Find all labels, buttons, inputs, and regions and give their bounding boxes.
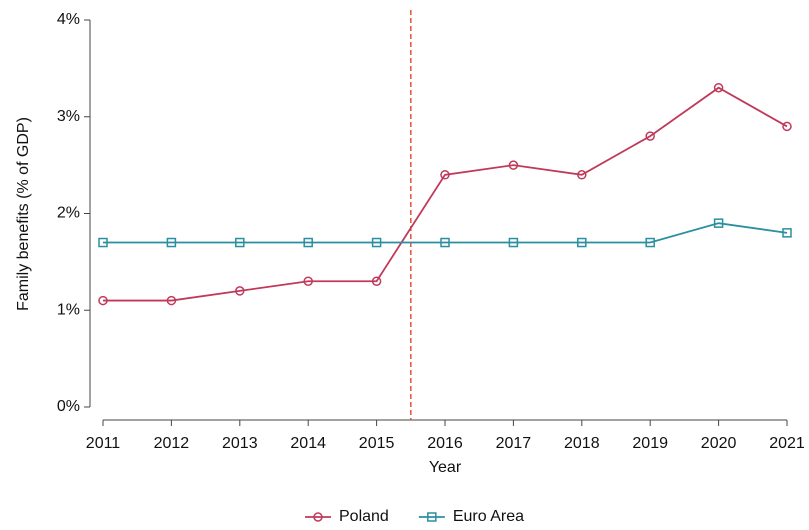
- legend-label: Poland: [339, 508, 389, 525]
- x-axis-label: Year: [429, 459, 462, 476]
- marker: [235, 286, 245, 296]
- marker: [303, 237, 313, 248]
- marker: [98, 295, 108, 306]
- x-tick-label: 2011: [86, 435, 121, 452]
- x-tick-label: 2018: [564, 435, 600, 452]
- marker: [98, 237, 108, 248]
- series-line: [103, 86, 788, 302]
- series-line: [103, 222, 788, 244]
- marker: [235, 237, 245, 248]
- marker: [645, 131, 655, 141]
- marker: [508, 160, 519, 170]
- y-tick-label: 0%: [57, 398, 80, 415]
- x-tick-label: 2019: [632, 435, 668, 452]
- y-axis-label: Family benefits (% of GDP): [15, 117, 32, 311]
- marker: [508, 237, 519, 248]
- marker: [371, 276, 382, 286]
- x-tick-label: 2020: [701, 435, 737, 452]
- marker: [645, 237, 655, 248]
- marker: [577, 170, 587, 180]
- y-tick-label: 3%: [57, 108, 80, 125]
- marker: [713, 218, 724, 228]
- x-tick-label: 2014: [290, 435, 326, 452]
- marker: [440, 237, 450, 248]
- y-tick-label: 4%: [57, 11, 80, 28]
- x-tick-label: 2021: [769, 435, 805, 452]
- marker: [440, 170, 450, 180]
- x-tick-label: 2012: [154, 435, 190, 452]
- legend-label: Euro Area: [453, 508, 524, 525]
- marker: [371, 237, 382, 248]
- y-tick-label: 2%: [57, 205, 80, 222]
- legend-marker: [313, 512, 323, 522]
- marker: [303, 276, 313, 286]
- marker: [713, 82, 724, 93]
- y-tick-label: 1%: [57, 301, 80, 318]
- marker: [166, 295, 177, 306]
- x-tick-label: 2013: [222, 435, 258, 452]
- marker: [782, 228, 792, 238]
- marker: [577, 237, 587, 248]
- x-tick-label: 2017: [496, 435, 532, 452]
- marker: [782, 121, 792, 132]
- x-tick-label: 2016: [427, 435, 463, 452]
- marker: [166, 237, 177, 248]
- x-tick-label: 2015: [359, 435, 395, 452]
- legend-marker: [427, 512, 437, 522]
